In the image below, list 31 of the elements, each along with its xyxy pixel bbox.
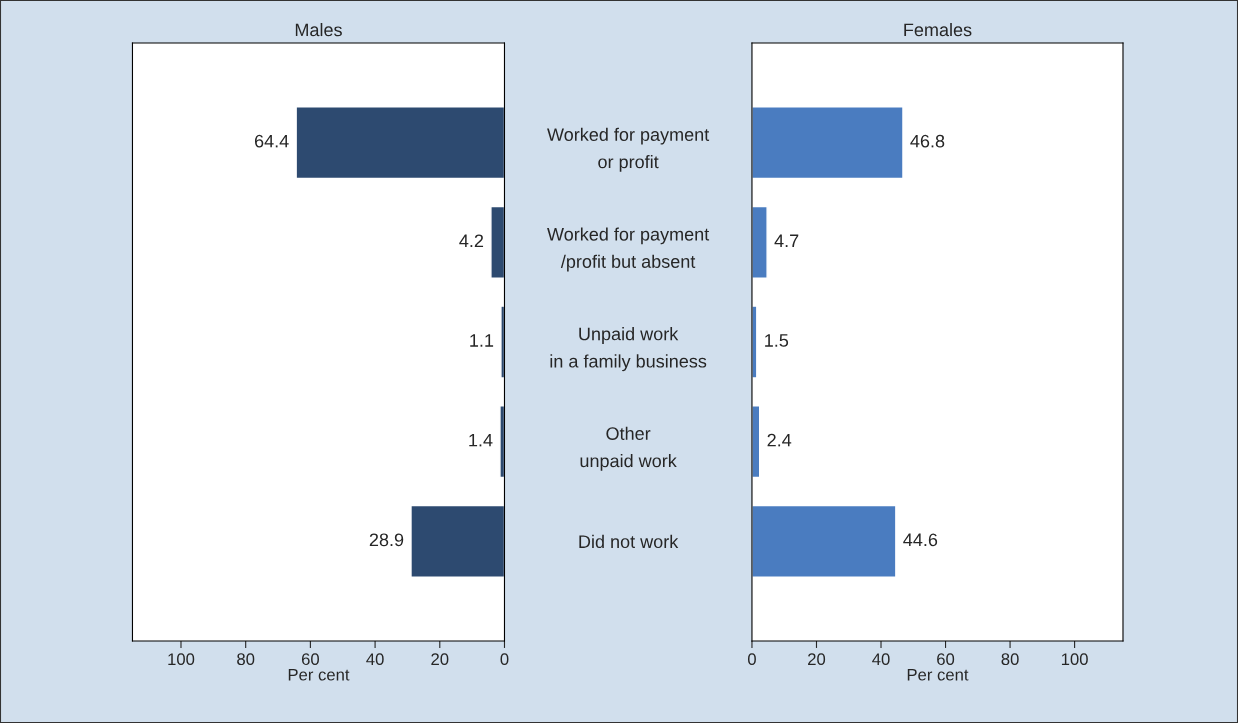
y-tick-label: Worked for payment or profit	[547, 127, 710, 172]
data-label: 46.8	[910, 134, 945, 148]
data-label: 1.4	[469, 433, 493, 447]
x-tick-label: 100	[168, 653, 195, 666]
y-tick-label: Unpaid work in a family business	[550, 327, 707, 372]
y-tick-label: Did not work	[579, 534, 679, 549]
y-tick-label: Other unpaid work	[580, 426, 677, 471]
x-tick-label: 0	[747, 653, 756, 666]
data-label: 4.2	[459, 234, 484, 248]
y-tick-label: Worked for payment /profit but absent	[547, 227, 710, 272]
x-tick-label: 80	[237, 653, 255, 666]
x-tick-label: 20	[808, 653, 826, 666]
chart-title: Females	[904, 22, 972, 37]
x-tick-label: 40	[366, 653, 384, 666]
x-tick-label: 100	[1061, 653, 1088, 666]
data-label: 44.6	[903, 533, 938, 547]
data-label: 28.9	[369, 533, 404, 547]
data-label: 4.7	[774, 234, 799, 248]
x-axis-title: Per cent	[907, 668, 969, 681]
x-tick-label: 20	[431, 653, 449, 666]
x-tick-label: 0	[500, 653, 509, 666]
x-axis-title: Per cent	[288, 668, 350, 681]
x-tick-label: 80	[1001, 653, 1019, 666]
data-label: 1.5	[765, 334, 789, 347]
chart-title: Males	[295, 22, 342, 37]
x-tick-label: 40	[872, 653, 890, 666]
x-tick-label: 60	[301, 653, 320, 666]
data-label: 64.4	[254, 134, 289, 148]
data-label: 1.1	[470, 334, 494, 347]
data-label: 2.4	[767, 433, 792, 447]
x-tick-label: 60	[937, 653, 955, 666]
